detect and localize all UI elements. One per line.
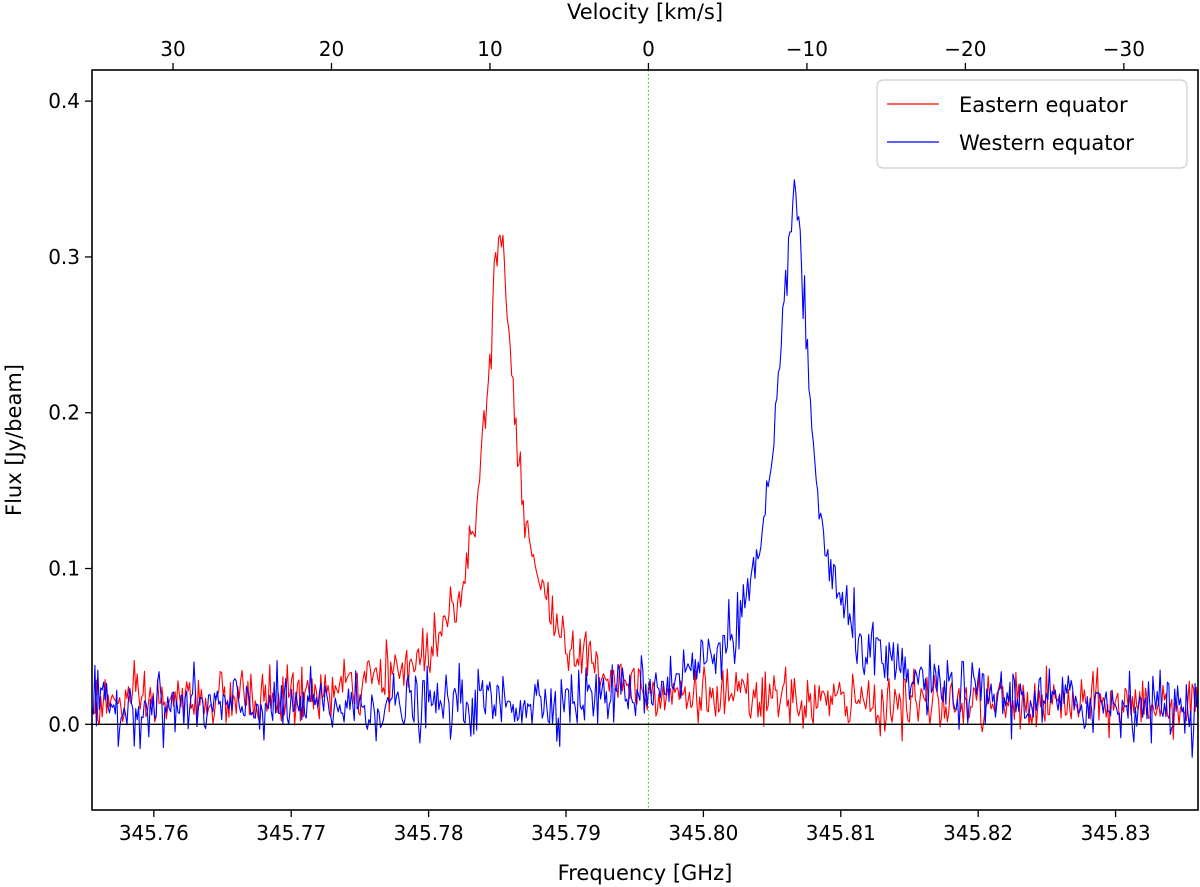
- y-axis-label: Flux [Jy/beam]: [2, 364, 26, 516]
- top-tick-label: 30: [160, 37, 185, 61]
- series-line-western-equator: [92, 179, 1198, 758]
- reference-lines: [92, 70, 1198, 810]
- y-tick-label: 0.1: [48, 557, 80, 581]
- legend-label-eastern: Eastern equator: [959, 93, 1128, 117]
- axes: 345.76 345.77 345.78 345.79 345.80 345.81 345.…: [48, 37, 1150, 845]
- y-tick-label: 0.3: [48, 245, 80, 269]
- top-tick-label: 20: [319, 37, 344, 61]
- x-axis-label: Frequency [GHz]: [558, 861, 733, 885]
- top-tick-label: 0: [642, 37, 655, 61]
- top-axis-label: Velocity [km/s]: [567, 0, 723, 24]
- legend-box: [876, 79, 1188, 169]
- top-tick-label: −30: [1103, 37, 1145, 61]
- x-tick-label: 345.76: [119, 821, 189, 845]
- x-tick-label: 345.82: [943, 821, 1013, 845]
- x-tick-label: 345.81: [806, 821, 876, 845]
- legend-label-western: Western equator: [959, 131, 1134, 155]
- top-tick-label: 10: [477, 37, 502, 61]
- x-tick-label: 345.78: [394, 821, 464, 845]
- x-tick-label: 345.79: [531, 821, 601, 845]
- x-tick-label: 345.83: [1081, 821, 1151, 845]
- x-tick-label: 345.77: [256, 821, 326, 845]
- x-tick-label: 345.80: [668, 821, 738, 845]
- plot-frame: [91, 69, 1199, 811]
- legend: Eastern equator Western equator: [876, 79, 1188, 169]
- top-tick-label: −20: [944, 37, 986, 61]
- y-tick-label: 0.4: [48, 89, 80, 113]
- top-tick-label: −10: [786, 37, 828, 61]
- series-line-eastern-equator: [92, 234, 1198, 742]
- y-tick-label: 0.0: [48, 712, 80, 736]
- y-tick-label: 0.2: [48, 401, 80, 425]
- series-layer: [92, 179, 1198, 758]
